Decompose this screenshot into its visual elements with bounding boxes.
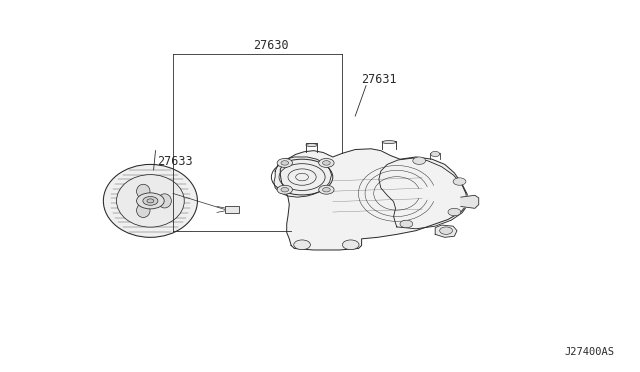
Circle shape — [277, 158, 292, 167]
Ellipse shape — [306, 144, 317, 147]
Circle shape — [323, 187, 330, 192]
Circle shape — [319, 158, 334, 167]
Polygon shape — [461, 195, 479, 208]
Circle shape — [413, 157, 426, 164]
Circle shape — [281, 187, 289, 192]
Ellipse shape — [136, 184, 150, 198]
Circle shape — [448, 208, 461, 216]
Circle shape — [143, 196, 158, 205]
Polygon shape — [274, 157, 332, 197]
Text: 27631: 27631 — [362, 73, 397, 86]
Polygon shape — [280, 149, 467, 250]
Text: J27400AS: J27400AS — [564, 347, 614, 357]
FancyBboxPatch shape — [225, 206, 239, 213]
Circle shape — [294, 240, 310, 250]
Ellipse shape — [116, 174, 184, 227]
Circle shape — [281, 161, 289, 165]
Ellipse shape — [382, 141, 396, 144]
Polygon shape — [379, 158, 468, 229]
Ellipse shape — [136, 203, 150, 218]
Ellipse shape — [103, 164, 198, 237]
Circle shape — [440, 227, 452, 234]
Circle shape — [400, 220, 413, 228]
Circle shape — [342, 240, 359, 250]
Circle shape — [147, 199, 154, 203]
Text: 27633: 27633 — [157, 155, 193, 168]
Text: 27630: 27630 — [253, 39, 289, 52]
Circle shape — [136, 193, 164, 209]
Ellipse shape — [158, 194, 172, 208]
Circle shape — [277, 185, 292, 194]
Polygon shape — [435, 225, 457, 237]
Circle shape — [319, 185, 334, 194]
Circle shape — [431, 151, 440, 157]
Circle shape — [323, 161, 330, 165]
Circle shape — [453, 178, 466, 185]
